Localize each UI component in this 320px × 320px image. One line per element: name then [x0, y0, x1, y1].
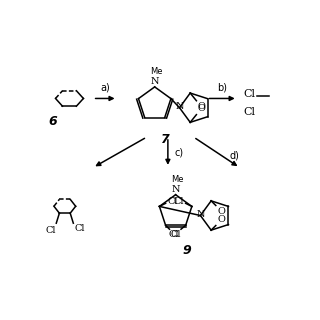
Text: c): c): [174, 147, 183, 157]
Text: Me: Me: [150, 67, 163, 76]
Text: Cl: Cl: [244, 107, 256, 116]
Text: Cl: Cl: [170, 230, 181, 239]
Text: O: O: [217, 207, 225, 216]
Text: a): a): [100, 82, 110, 92]
Text: Cl: Cl: [244, 89, 256, 99]
Text: N: N: [176, 102, 185, 111]
Text: O: O: [197, 104, 205, 113]
Text: O: O: [217, 215, 225, 224]
Text: N: N: [172, 185, 180, 194]
Text: Me: Me: [171, 175, 183, 184]
Text: d): d): [230, 150, 240, 160]
Text: 9: 9: [182, 244, 191, 257]
Text: Cl: Cl: [74, 224, 84, 233]
Text: N: N: [150, 77, 159, 86]
Text: Cl: Cl: [173, 197, 184, 206]
Text: N: N: [197, 210, 205, 219]
Text: b): b): [217, 82, 227, 92]
Text: Cl: Cl: [45, 226, 55, 235]
Text: Cl: Cl: [167, 197, 178, 206]
Text: 7: 7: [160, 133, 168, 146]
Text: O: O: [197, 102, 205, 111]
Text: 6: 6: [48, 116, 57, 128]
Text: Cl: Cl: [169, 230, 180, 239]
